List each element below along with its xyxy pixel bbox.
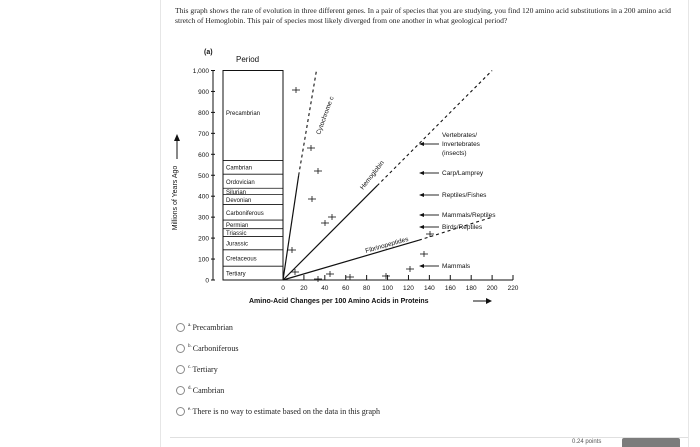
divergence-arrowhead-7 <box>419 264 424 268</box>
radio-e[interactable] <box>176 407 185 416</box>
gene-label-cytochrome-c: Cytochrome c <box>315 95 336 136</box>
x-tick-label: 100 <box>382 285 393 292</box>
y-tick-label: 0 <box>205 278 209 285</box>
divergence-label: Reptiles/Fishes <box>442 192 487 199</box>
y-tick-label: 700 <box>198 131 209 138</box>
submit-tab[interactable] <box>622 438 680 447</box>
divergence-label: Carp/Lamprey <box>442 170 484 177</box>
divergence-label: (insects) <box>442 150 467 157</box>
x-tick-label: 80 <box>363 285 371 292</box>
period-box-outline <box>222 70 284 281</box>
radio-a[interactable] <box>176 323 185 332</box>
option-d[interactable]: d.Cambrian <box>176 380 380 401</box>
x-tick-label: 180 <box>466 285 477 292</box>
option-c-text: c.Tertiary <box>188 365 218 374</box>
gene-lines <box>282 70 493 282</box>
radio-b[interactable] <box>176 344 185 353</box>
divergence-label: Mammals <box>442 263 471 270</box>
option-b-text: b.Carboniferous <box>188 344 239 353</box>
divergence-arrowhead-0 <box>419 142 424 146</box>
y-tick-label: 500 <box>198 173 209 180</box>
footer-divider <box>170 437 688 438</box>
x-tick-label: 220 <box>508 285 519 292</box>
evolution-rate-figure: (a) Period Millions of Years Ago Precamb… <box>172 49 519 305</box>
gene-line-hemoglobin <box>282 185 378 281</box>
period-label: Permian <box>226 223 248 229</box>
x-tick-label: 20 <box>300 285 308 292</box>
x-axis: 0 20 40 60 80 100 120 140 160 180 200 220 <box>281 275 519 292</box>
left-panel <box>0 0 160 447</box>
y-tick-label: 800 <box>198 110 209 117</box>
x-tick-label: 120 <box>403 285 414 292</box>
x-tick-label: 60 <box>342 285 350 292</box>
divergence-arrowhead-3 <box>419 171 424 175</box>
x-tick-label: 0 <box>281 285 285 292</box>
period-header: Period <box>236 55 259 64</box>
divergence-labels: Vertebrates/Invertebrates (insects) Carp/L… <box>419 132 496 270</box>
x-tick-label: 40 <box>321 285 329 292</box>
period-label: Devonian <box>226 198 251 204</box>
divergence-arrowhead-4 <box>419 193 424 197</box>
x-tick-label: 140 <box>424 285 435 292</box>
option-e-text: e.There is no way to estimate based on t… <box>188 407 380 416</box>
x-tick-label: 200 <box>487 285 498 292</box>
y-axis: 0 100 200 300 400 500 600 700 800 900 1,000 <box>193 68 215 285</box>
answer-options: a.Precambrian b.Carboniferous c.Tertiary… <box>176 317 380 422</box>
option-a[interactable]: a.Precambrian <box>176 317 380 338</box>
option-e[interactable]: e.There is no way to estimate based on t… <box>176 401 380 422</box>
divergence-label: Vertebrates/ <box>442 132 477 139</box>
option-d-text: d.Cambrian <box>188 386 225 395</box>
period-label: Cretaceous <box>226 257 257 263</box>
divergence-label: Mammals/Reptiles <box>442 212 496 219</box>
y-tick-label: 600 <box>198 152 209 159</box>
x-tick-label: 160 <box>445 285 456 292</box>
y-tick-label: 400 <box>198 194 209 201</box>
y-tick-label: 1,000 <box>193 68 210 75</box>
gene-line-cytochrome-c <box>282 175 300 281</box>
y-axis-label: Millions of Years Ago <box>172 166 179 231</box>
period-label: Precambrian <box>226 111 260 117</box>
period-label: Jurassic <box>226 242 248 248</box>
divergence-arrowhead-5 <box>419 213 424 217</box>
period-label: Ordovician <box>226 180 255 186</box>
points-label: 0.24 points <box>572 439 602 445</box>
y-tick-label: 100 <box>198 257 209 264</box>
gene-line-fibrinopeptides <box>282 239 420 281</box>
x-axis-label: Amino-Acid Changes per 100 Amino Acids i… <box>249 298 429 305</box>
radio-c[interactable] <box>176 365 185 374</box>
right-divider <box>688 0 689 447</box>
option-b[interactable]: b.Carboniferous <box>176 338 380 359</box>
option-c[interactable]: c.Tertiary <box>176 359 380 380</box>
period-label: Tertiary <box>226 272 246 278</box>
y-tick-label: 900 <box>198 89 209 96</box>
period-column: Precambrian Cambrian Ordovician Silurian Dev… <box>222 70 284 281</box>
period-label: Silurian <box>226 190 246 196</box>
y-tick-label: 200 <box>198 236 209 243</box>
radio-d[interactable] <box>176 386 185 395</box>
gene-line-extrapolation-hemoglobin <box>376 70 493 187</box>
y-axis-arrowhead <box>174 134 180 141</box>
gene-line-extrapolation-fibrinopeptides <box>418 216 493 241</box>
option-a-text: a.Precambrian <box>188 323 233 332</box>
y-tick-label: 300 <box>198 215 209 222</box>
gene-label-hemoglobin: Hemoglobin <box>359 159 386 191</box>
divergence-label: Invertebrates <box>442 141 481 148</box>
x-axis-arrowhead <box>486 298 492 304</box>
divergence-label: Birds/Reptiles <box>442 224 483 231</box>
left-divider <box>160 0 161 447</box>
period-label: Carboniferous <box>226 211 264 217</box>
question-text: This graph shows the rate of evolution i… <box>175 6 671 25</box>
panel-label: (a) <box>204 49 213 56</box>
period-label: Cambrian <box>226 165 252 171</box>
divergence-arrowhead-6 <box>419 225 424 229</box>
period-label: Triassic <box>226 231 246 237</box>
gene-line-extrapolation-cytochrome-c <box>298 70 317 176</box>
